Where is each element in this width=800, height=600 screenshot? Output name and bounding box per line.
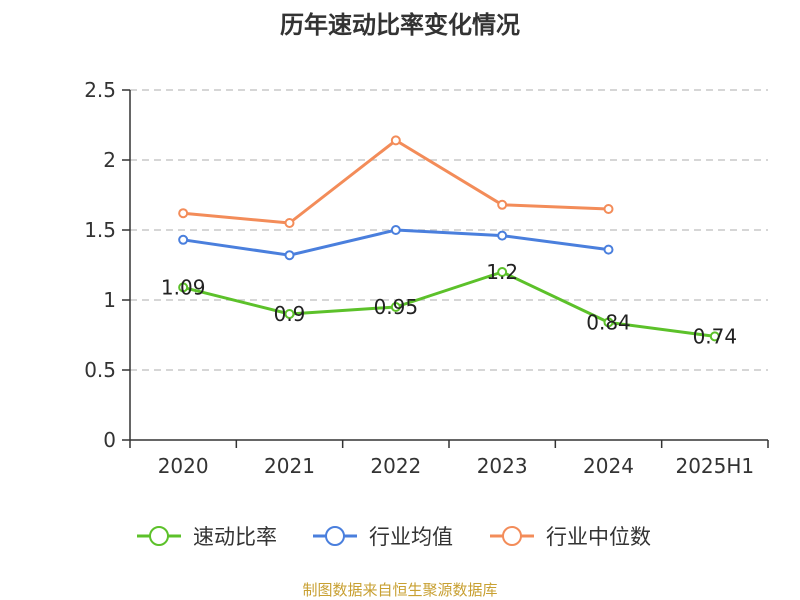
data-label: 0.84	[586, 310, 631, 334]
data-point[interactable]	[390, 135, 401, 146]
data-point[interactable]	[178, 208, 189, 219]
data-point[interactable]	[603, 204, 614, 214]
x-tick-label: 2025H1	[675, 454, 754, 478]
legend-swatch-marker	[149, 526, 169, 546]
legend-swatch-marker	[502, 526, 522, 546]
data-label: 0.74	[693, 324, 738, 348]
data-point[interactable]	[178, 282, 189, 293]
legend-item-2[interactable]: 行业中位数	[490, 525, 651, 549]
data-point[interactable]	[284, 309, 295, 319]
y-tick-label: 2	[103, 148, 116, 172]
data-point[interactable]	[603, 317, 614, 328]
data-point[interactable]	[284, 218, 295, 228]
data-point[interactable]	[497, 199, 508, 210]
legend-item-0[interactable]: 速动比率	[137, 525, 277, 549]
legend-label: 行业中位数	[546, 525, 651, 549]
y-tick-label: 0.5	[84, 358, 116, 382]
legend[interactable]: 速动比率 行业均值 行业中位数	[137, 525, 651, 549]
x-tick-label: 2024	[583, 454, 634, 478]
data-point[interactable]	[284, 250, 295, 261]
legend-item-1[interactable]: 行业均值	[313, 525, 453, 549]
data-point[interactable]	[497, 267, 508, 277]
legend-swatch-marker	[325, 526, 345, 546]
legend-label: 行业均值	[369, 525, 453, 549]
data-label: 1.09	[161, 275, 206, 299]
data-labels: 1.09 0.9 0.95 1.2 0.84 0.74	[161, 260, 737, 348]
x-tick-label: 2021	[264, 454, 315, 478]
axes: 0 0.5 1 1.5 2 2.5 2020 2021 2022 2023 2024 2025H1	[84, 78, 769, 478]
data-label: 0.9	[274, 302, 306, 326]
grid-lines	[130, 89, 768, 371]
source-note: 制图数据来自恒生聚源数据库	[302, 581, 497, 599]
x-tick-label: 2022	[370, 454, 421, 478]
data-point[interactable]	[390, 302, 401, 312]
x-tick-label: 2020	[158, 454, 209, 478]
data-label: 1.2	[486, 260, 518, 284]
x-tick-label: 2023	[477, 454, 528, 478]
y-tick-label: 1.5	[84, 218, 116, 242]
series-layer	[178, 135, 720, 342]
data-point[interactable]	[709, 331, 720, 342]
data-point[interactable]	[603, 244, 614, 255]
series-line-0	[182, 270, 716, 338]
y-tick-label: 0	[103, 428, 116, 452]
data-label: 0.95	[374, 295, 419, 319]
y-tick-label: 2.5	[84, 78, 116, 102]
data-point[interactable]	[178, 234, 189, 245]
y-tick-label: 1	[103, 288, 116, 312]
chart-title: 历年速动比率变化情况	[280, 11, 520, 39]
series-line-2	[183, 138, 609, 225]
data-point[interactable]	[390, 225, 401, 235]
data-point[interactable]	[497, 230, 508, 241]
legend-label: 速动比率	[193, 525, 277, 549]
